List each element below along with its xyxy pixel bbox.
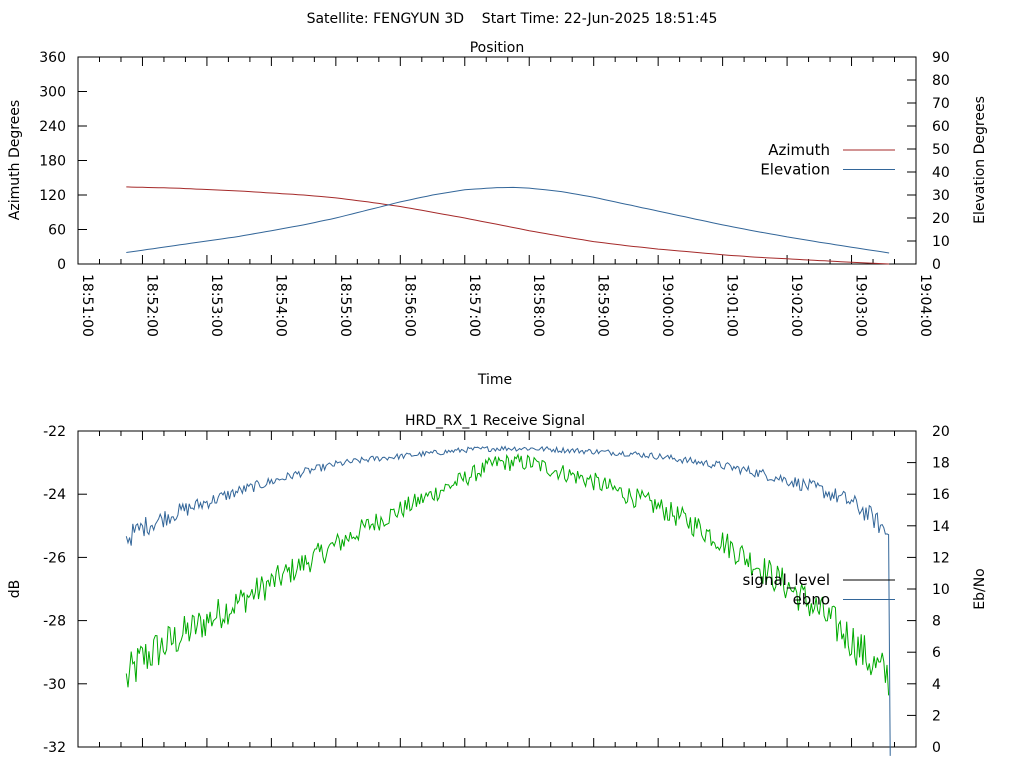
elevation-legend-label: Elevation [760, 161, 830, 179]
y2-tick-label: 6 [932, 645, 941, 661]
y-tick-label: 360 [39, 50, 66, 66]
page-title: Satellite: FENGYUN 3D Start Time: 22-Jun… [307, 11, 718, 27]
x-tick-label: 19:01:00 [724, 274, 740, 337]
y2-tick-label: 10 [932, 582, 950, 598]
y-tick-label: -30 [43, 677, 66, 693]
position-y2label: Elevation Degrees [972, 96, 988, 224]
y-tick-label: -32 [43, 740, 66, 756]
x-tick-label: 19:00:00 [659, 274, 675, 337]
azimuth-legend-label: Azimuth [768, 141, 830, 159]
y2-tick-label: 0 [932, 257, 941, 273]
y2-tick-label: 40 [932, 165, 950, 181]
ebno-legend-label: ebno [793, 591, 830, 609]
y2-tick-label: 20 [932, 424, 950, 440]
y2-tick-label: 8 [932, 614, 941, 630]
y-tick-label: 300 [39, 85, 66, 101]
y2-tick-label: 4 [932, 677, 941, 693]
signal-axes: -22 -24 -26 -28 -30 -32 0 2 4 6 8 10 12 14 16 18 20 [43, 424, 950, 756]
y-tick-label: -24 [43, 487, 66, 503]
y-tick-label: 60 [48, 223, 66, 239]
position-series [126, 186, 890, 265]
y-tick-label: 240 [39, 119, 66, 135]
y-tick-label: -22 [43, 424, 66, 440]
position-xlabel: Time [477, 372, 512, 388]
signal-y2label: Eb/No [972, 568, 988, 610]
x-tick-label: 18:59:00 [595, 274, 611, 337]
elevation-series-line [126, 186, 890, 254]
x-tick-label: 18:56:00 [401, 274, 417, 337]
y-tick-label: -26 [43, 550, 66, 566]
position-chart-title: Position [470, 40, 525, 56]
x-tick-label: 18:52:00 [143, 274, 159, 337]
y2-tick-label: 90 [932, 50, 950, 66]
y-tick-label: 180 [39, 154, 66, 170]
x-tick-label: 18:53:00 [208, 274, 224, 337]
y2-tick-label: 10 [932, 234, 950, 250]
signal-ylabel: dB [7, 580, 23, 599]
y2-tick-label: 16 [932, 487, 950, 503]
position-axes: 18:51:00 18:52:00 18:53:00 18:54:00 18:55:00… [39, 50, 950, 337]
y2-tick-label: 14 [932, 519, 950, 535]
position-ylabel: Azimuth Degrees [7, 100, 23, 220]
signal-level-legend-label: signal_level [742, 571, 830, 590]
y-tick-label: 120 [39, 188, 66, 204]
x-tick-label: 18:51:00 [79, 274, 95, 337]
y2-tick-label: 80 [932, 73, 950, 89]
y2-tick-label: 30 [932, 188, 950, 204]
x-tick-label: 19:04:00 [917, 274, 933, 337]
y2-tick-label: 2 [932, 708, 941, 724]
signal-level-series-line [125, 453, 890, 696]
x-tick-label: 18:57:00 [466, 274, 482, 337]
x-tick-label: 19:02:00 [788, 274, 804, 337]
y2-tick-label: 70 [932, 96, 950, 112]
x-tick-label: 18:58:00 [530, 274, 546, 337]
y-tick-label: 0 [57, 257, 66, 273]
azimuth-series-line [126, 186, 890, 265]
position-chart: Position 18:51:00 18:52:00 18:53:00 18:54:0… [7, 40, 988, 388]
position-legend: Azimuth Elevation [760, 141, 895, 179]
y2-tick-label: 60 [932, 119, 950, 135]
x-tick-label: 18:55:00 [337, 274, 353, 337]
signal-series [125, 445, 891, 756]
y2-tick-label: 18 [932, 456, 950, 472]
y-tick-label: -28 [43, 614, 66, 630]
x-tick-label: 18:54:00 [272, 274, 288, 337]
y2-tick-label: 0 [932, 740, 941, 756]
signal-chart: HRD_RX_1 Receive Signal -22-24-26-28-30-… [7, 413, 988, 756]
x-tick-label: 19:03:00 [853, 274, 869, 337]
signal-chart-title: HRD_RX_1 Receive Signal [405, 413, 585, 429]
y2-tick-label: 50 [932, 142, 950, 158]
y2-tick-label: 20 [932, 211, 950, 227]
ebno-series-line [125, 445, 891, 756]
y2-tick-label: 12 [932, 550, 950, 566]
